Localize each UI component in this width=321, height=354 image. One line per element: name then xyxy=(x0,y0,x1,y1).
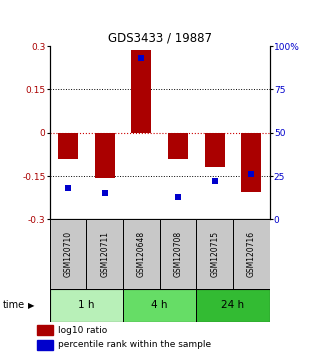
Text: log10 ratio: log10 ratio xyxy=(58,326,108,335)
Point xyxy=(102,190,107,196)
Text: GSM120648: GSM120648 xyxy=(137,231,146,277)
Text: ▶: ▶ xyxy=(28,301,35,310)
Text: 24 h: 24 h xyxy=(221,300,245,310)
Point xyxy=(212,178,217,184)
Text: GSM120716: GSM120716 xyxy=(247,231,256,277)
Text: GSM120708: GSM120708 xyxy=(174,231,183,277)
Text: GSM120711: GSM120711 xyxy=(100,231,109,277)
Text: GSM120710: GSM120710 xyxy=(64,231,73,277)
Bar xyxy=(123,289,196,322)
Bar xyxy=(160,219,196,289)
Bar xyxy=(131,50,152,133)
Bar xyxy=(233,219,270,289)
Bar xyxy=(241,133,261,192)
Bar xyxy=(37,325,53,335)
Bar xyxy=(37,340,53,350)
Point xyxy=(249,172,254,177)
Bar xyxy=(86,219,123,289)
Point xyxy=(176,194,181,200)
Bar xyxy=(196,219,233,289)
Text: time: time xyxy=(3,300,25,310)
Bar xyxy=(50,219,86,289)
Bar xyxy=(123,219,160,289)
Title: GDS3433 / 19887: GDS3433 / 19887 xyxy=(108,32,212,45)
Text: percentile rank within the sample: percentile rank within the sample xyxy=(58,341,211,349)
Bar xyxy=(168,133,188,159)
Point xyxy=(139,55,144,61)
Text: 1 h: 1 h xyxy=(78,300,95,310)
Text: GSM120715: GSM120715 xyxy=(210,231,219,277)
Point xyxy=(65,185,71,191)
Bar xyxy=(58,133,78,159)
Text: 4 h: 4 h xyxy=(152,300,168,310)
Bar xyxy=(50,289,123,322)
Bar xyxy=(196,289,270,322)
Bar xyxy=(95,133,115,178)
Bar xyxy=(204,133,225,167)
